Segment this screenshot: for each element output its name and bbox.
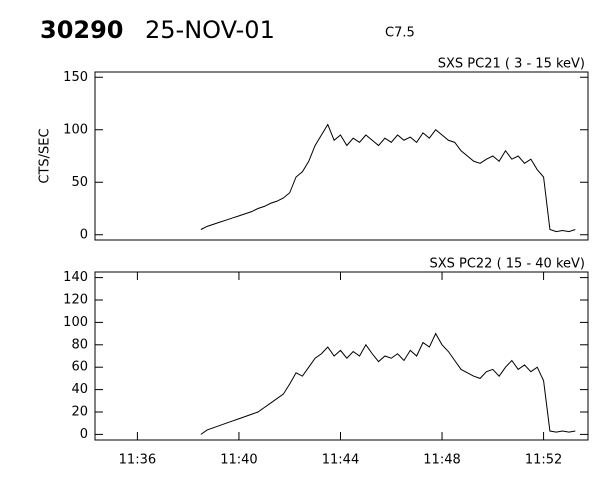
- x-tick-label: 11:52: [525, 453, 562, 468]
- event-id: 30290: [40, 16, 124, 44]
- y-tick-label: 0: [80, 427, 88, 442]
- x-tick-label: 11:36: [119, 453, 156, 468]
- x-tick-label: 11:48: [423, 453, 460, 468]
- y-tick-label: 100: [63, 315, 88, 330]
- y-tick-label: 60: [71, 360, 88, 375]
- plot-frame: [94, 271, 589, 441]
- panel-title: SXS PC22 ( 15 - 40 keV): [429, 257, 585, 272]
- flare-class: C7.5: [385, 26, 415, 41]
- y-tick-label: 40: [71, 382, 88, 397]
- y-tick-label: 20: [71, 405, 88, 420]
- x-tick-label: 11:44: [322, 453, 359, 468]
- plot-frame: [94, 71, 589, 241]
- y-tick-label: 140: [63, 270, 88, 285]
- y-tick-label: 50: [71, 175, 88, 190]
- event-date: 25-NOV-01: [145, 16, 275, 44]
- y-tick-label: 80: [71, 337, 88, 352]
- y-tick-label: 100: [63, 122, 88, 137]
- y-tick-label: 0: [80, 227, 88, 242]
- data-line: [200, 123, 576, 233]
- panel-title: SXS PC21 ( 3 - 15 keV): [438, 57, 585, 72]
- x-tick-label: 11:40: [220, 453, 257, 468]
- data-line: [200, 332, 576, 435]
- y-tick-label: 150: [63, 70, 88, 85]
- y-axis-label: CTS/SEC: [38, 128, 53, 183]
- y-tick-label: 120: [63, 293, 88, 308]
